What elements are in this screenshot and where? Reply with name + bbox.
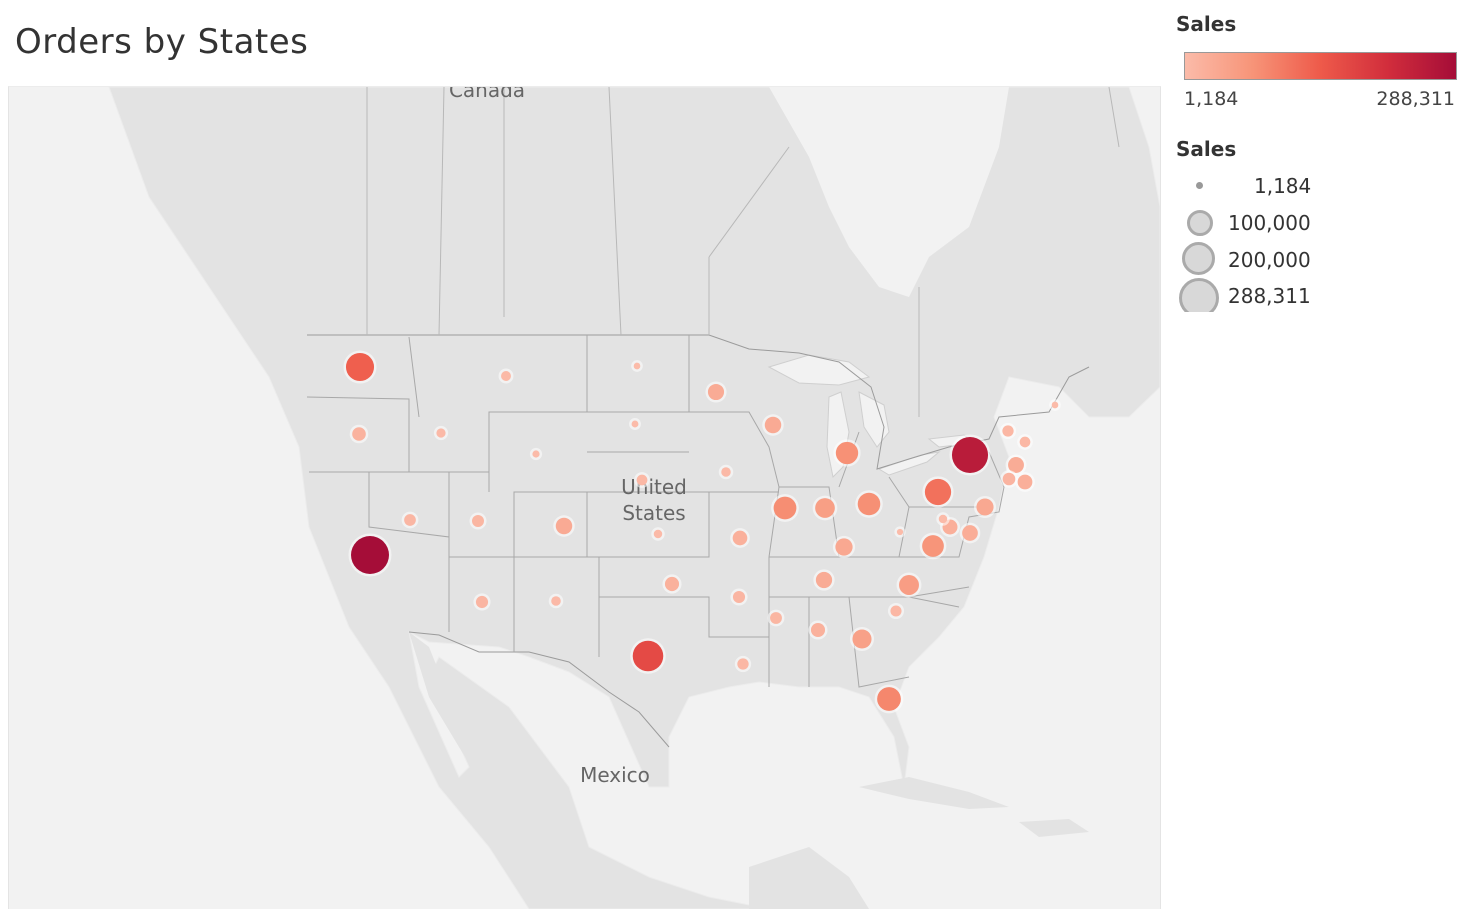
state-marker-sd[interactable] <box>631 420 639 428</box>
state-marker-co[interactable] <box>555 517 573 535</box>
state-marker-wa[interactable] <box>345 352 375 382</box>
region-labels: Canada United States Mexico <box>449 87 687 787</box>
state-marker-nv[interactable] <box>404 514 416 526</box>
map-canvas[interactable]: Canada United States Mexico <box>9 87 1160 909</box>
color-legend-max: 288,311 <box>1376 88 1455 110</box>
borders-layer <box>306 87 1120 748</box>
hudson-bay <box>769 87 1009 297</box>
us-canada-border <box>307 334 1090 470</box>
state-marker-ia[interactable] <box>721 467 731 477</box>
state-marker-ca[interactable] <box>351 536 389 574</box>
size-dot-icon <box>1182 242 1215 275</box>
land-layer <box>108 87 1160 909</box>
state-marker-ar[interactable] <box>732 590 746 604</box>
label-states: States <box>622 501 685 525</box>
size-dot-icon <box>1196 182 1203 189</box>
state-marker-ky[interactable] <box>835 538 853 556</box>
state-marker-nc[interactable] <box>899 575 919 595</box>
size-legend-title: Sales <box>1176 137 1237 161</box>
state-marker-la[interactable] <box>737 658 749 670</box>
size-legend-item: 100,000 <box>1176 205 1376 241</box>
state-marker-va[interactable] <box>922 535 944 557</box>
state-marker-mn[interactable] <box>707 383 725 401</box>
state-marker-wi[interactable] <box>764 416 782 434</box>
label-mexico: Mexico <box>580 763 650 787</box>
state-marker-ks[interactable] <box>653 529 663 539</box>
state-marker-nj[interactable] <box>976 498 994 516</box>
state-marker-nd[interactable] <box>633 362 641 370</box>
state-marker-tn[interactable] <box>815 571 833 589</box>
color-ramp <box>1184 52 1457 80</box>
state-marker-ok[interactable] <box>664 576 680 592</box>
central-america <box>749 847 869 909</box>
state-marker-ct[interactable] <box>1002 472 1016 486</box>
label-canada: Canada <box>449 87 525 102</box>
map-view[interactable]: Canada United States Mexico <box>8 86 1161 909</box>
cuba <box>859 777 1009 809</box>
size-legend-item: 288,311 <box>1176 278 1376 312</box>
state-marker-fl[interactable] <box>877 687 901 711</box>
us-mexico-border <box>408 631 670 748</box>
state-marker-ri[interactable] <box>1017 474 1033 490</box>
size-dot-icon <box>1179 278 1219 312</box>
state-marker-ms[interactable] <box>770 612 782 624</box>
size-legend-label: 1,184 <box>1254 174 1312 198</box>
state-marker-wv[interactable] <box>896 528 904 536</box>
state-marker-ma[interactable] <box>1008 457 1024 473</box>
state-marker-me[interactable] <box>1051 401 1059 409</box>
state-marker-wy[interactable] <box>532 450 540 458</box>
state-marker-mi[interactable] <box>835 441 859 465</box>
state-marker-de[interactable] <box>962 525 978 541</box>
state-marker-al[interactable] <box>810 622 826 638</box>
state-marker-in[interactable] <box>815 498 835 518</box>
lake-huron <box>858 391 890 448</box>
canada-province-lines <box>366 87 1120 417</box>
size-legend-label: 200,000 <box>1228 248 1311 272</box>
size-legend-label: 100,000 <box>1228 211 1311 235</box>
baja-peninsula <box>409 632 499 787</box>
state-marker-az[interactable] <box>475 595 489 609</box>
state-marker-nm[interactable] <box>551 596 561 606</box>
state-marker-tx[interactable] <box>632 640 664 672</box>
state-marker-or[interactable] <box>352 427 366 441</box>
size-dot-icon <box>1187 210 1213 236</box>
state-marker-id[interactable] <box>436 428 446 438</box>
hispaniola <box>1019 819 1089 837</box>
state-marker-mt[interactable] <box>501 371 511 381</box>
size-legend-item: 1,184 <box>1176 168 1376 204</box>
state-marker-vt[interactable] <box>1002 425 1014 437</box>
state-marker-dc[interactable] <box>938 514 948 524</box>
label-united: United <box>621 475 687 499</box>
size-legend-item: 200,000 <box>1176 242 1376 278</box>
state-marker-nh[interactable] <box>1019 436 1031 448</box>
state-marker-ne[interactable] <box>636 474 648 486</box>
state-marker-ga[interactable] <box>852 629 872 649</box>
state-marker-ut[interactable] <box>472 515 484 527</box>
state-marker-mo[interactable] <box>732 530 748 546</box>
state-marker-sc[interactable] <box>890 605 902 617</box>
color-legend-min: 1,184 <box>1184 88 1239 110</box>
state-marker-ny[interactable] <box>951 436 989 474</box>
size-legend-label: 288,311 <box>1228 284 1311 308</box>
state-marker-oh[interactable] <box>857 492 881 516</box>
page-title: Orders by States <box>15 22 309 62</box>
color-legend-title: Sales <box>1176 12 1237 36</box>
state-marker-il[interactable] <box>773 496 797 520</box>
sales-marks[interactable] <box>343 350 1061 714</box>
state-marker-pa[interactable] <box>924 478 952 506</box>
